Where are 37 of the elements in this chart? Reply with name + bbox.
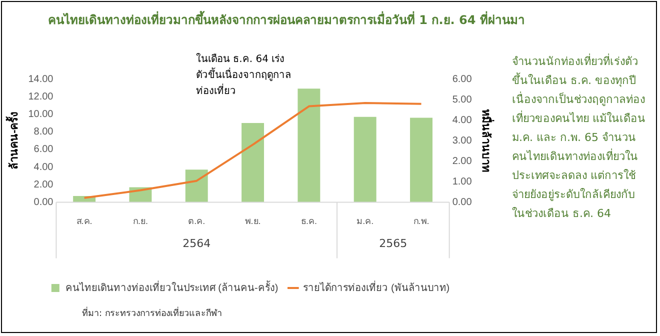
legend-label: รายได้การท่องเที่ยว (พันล้านบาท) <box>303 280 450 294</box>
y2-tick-label: 3.00 <box>452 135 472 146</box>
y-tick-label: 2.00 <box>34 179 54 190</box>
y-tick-label: 0.00 <box>34 196 54 208</box>
bar <box>354 116 376 202</box>
text: จำนวนนักท่องเที่ยวที่เร่งตัวขึ้นในเดือน ธ.ค. ของทุกปีเนื่องจากเป็นช่วงฤดูกาลท่องเที่ยวของคนไทย แม้ในเดือน ม.ค. และ ก.พ. 65 จำนวนคนไทยเดินทางท่องเที่ยวในประเทศจะลดลง แต่การใช้จ่ายยังอยู่ระดับใกล้เคียงกับในช่วงเดือน ธ.ค. 64 <box>512 55 646 220</box>
y-tick-label: 8.00 <box>34 126 54 138</box>
y2-tick-label: 4.00 <box>452 114 472 126</box>
y2-tick-label: 1.00 <box>452 176 472 188</box>
y-tick-label: 10.00 <box>28 108 54 120</box>
y2-tick-label: 6.00 <box>452 74 472 85</box>
bar <box>242 123 264 202</box>
y2-tick-label: 0.00 <box>452 196 472 208</box>
y2-axis-title: หมื่นล้านบาท <box>479 109 494 172</box>
text: 2565 <box>379 237 408 250</box>
bar <box>185 170 208 202</box>
annotation: ในเดือน ธ.ค. 64 เร่งตัวขึ้นเนื่องจากฤดูกาลท่องเที่ยว <box>196 52 292 99</box>
y2-tick-label: 2.00 <box>452 156 472 167</box>
x-tick-label: ธ.ค. <box>300 216 317 226</box>
y-tick-label: 6.00 <box>34 144 54 156</box>
x-tick-label: ม.ค. <box>356 216 374 226</box>
chart-title: คนไทยเดินทางท่องเที่ยวมากขึ้นหลังจากการผ่อนคลายมาตรการเมื่อวันที่ 1 ก.ย. 64 ที่ผ่านมา <box>48 10 525 29</box>
y-tick-label: 4.00 <box>34 162 54 173</box>
x-tick-label: ก.พ. <box>413 216 430 226</box>
x-tick-label: พ.ย. <box>244 216 261 226</box>
x-tick-label: ก.ย. <box>132 216 148 226</box>
x-tick-label: ต.ค. <box>188 216 206 226</box>
bar <box>298 88 320 202</box>
y2-tick-label: 5.00 <box>452 94 472 106</box>
y-tick-label: 14.00 <box>28 74 54 85</box>
x-tick-label: ส.ค. <box>76 216 92 226</box>
y-axis-title: ล้านคน-ครั้ง <box>6 112 21 170</box>
text: ที่มา: กระทรวงการท่องเที่ยวและกีฬา <box>82 306 222 320</box>
text: 2564 <box>182 237 211 250</box>
y-tick-label: 12.00 <box>28 91 54 102</box>
bar <box>410 118 432 202</box>
legend-label: คนไทยเดินทางท่องเที่ยวในประเทศ (ล้านคน-ครั้ง) <box>65 280 278 294</box>
